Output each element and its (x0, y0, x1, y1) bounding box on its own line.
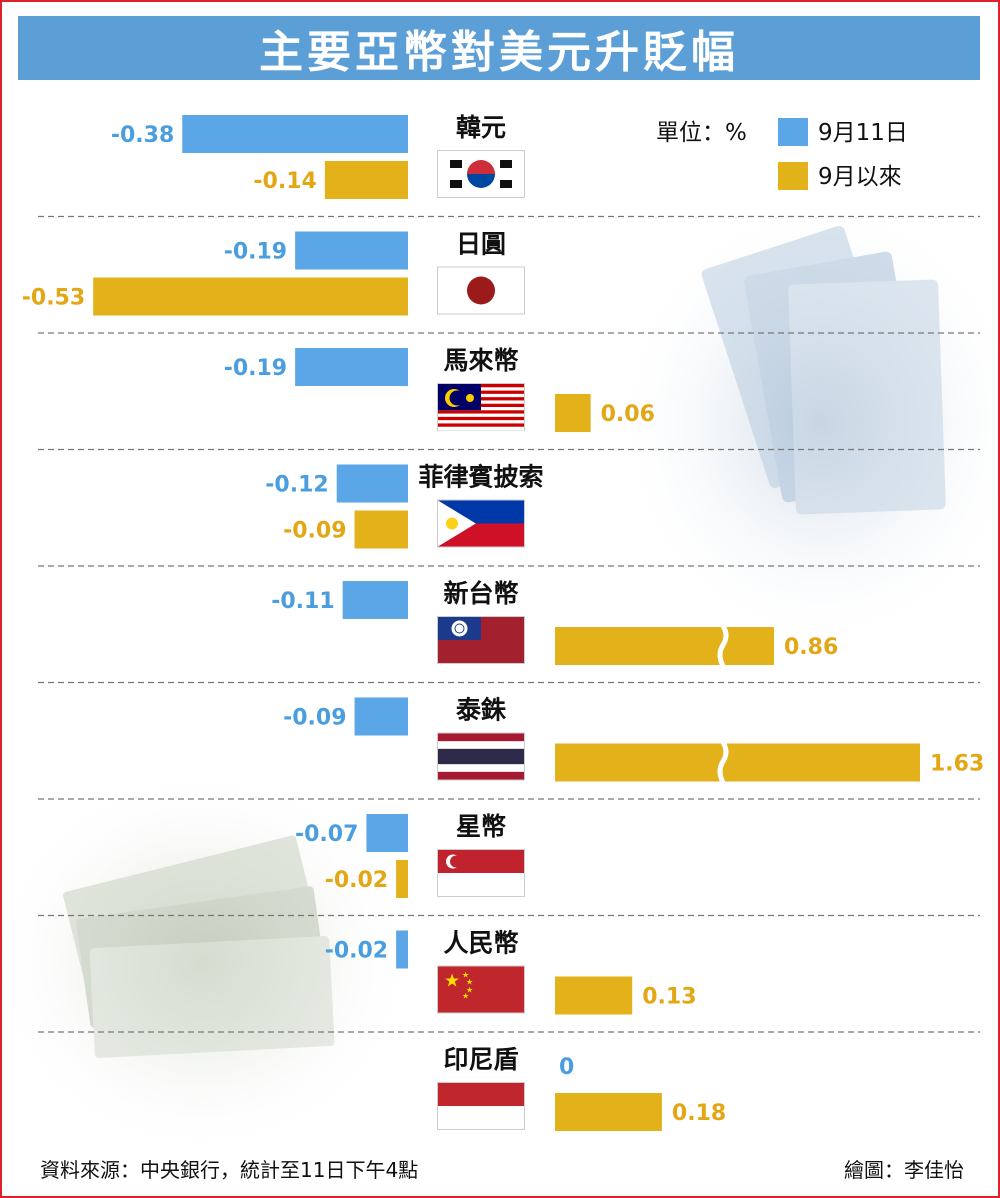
legend-swatch-series1 (778, 118, 808, 146)
bar-series2 (354, 510, 408, 549)
flags-layer: ★ ★★★★ (437, 150, 525, 1130)
title-bar: 主要亞幣對美元升貶幅 (18, 16, 980, 80)
bar-series1 (354, 697, 408, 736)
bar-series2 (555, 1093, 662, 1131)
bar-series1 (295, 348, 408, 386)
axis-break-mark (717, 624, 729, 668)
source-note: 資料來源：中央銀行，統計至11日下午4點 (40, 1158, 419, 1182)
bar-series1 (182, 115, 408, 153)
bar-series2 (555, 394, 591, 432)
china-flag-icon: ★ ★★★★ (437, 965, 525, 1014)
data-label: -0.02 (325, 868, 388, 893)
bars-layer: -0.38 -0.14 韓元 -0.19 -0.53 日圓 -0.19 0.06 馬來幣 -0.1… (22, 113, 984, 1131)
svg-text:★: ★ (466, 978, 473, 987)
svg-text:★: ★ (462, 992, 469, 1001)
philippines-flag-icon (437, 499, 525, 548)
bar-series1 (295, 231, 408, 270)
bar-series1 (336, 464, 408, 503)
dollar-photo-decoration (2, 762, 422, 1162)
legend-label-series1: 9月11日 (818, 120, 908, 146)
legend-swatch-series2 (778, 162, 808, 190)
data-label: -0.14 (253, 169, 316, 194)
data-label: -0.19 (224, 240, 287, 265)
malaysia-flag-icon (437, 383, 525, 431)
category-label: 星幣 (456, 812, 506, 841)
korea-flag-icon (437, 150, 525, 198)
data-label: -0.19 (224, 356, 287, 381)
category-label: 新台幣 (443, 579, 518, 608)
data-label: 1.63 (930, 752, 984, 777)
svg-text:★: ★ (444, 971, 460, 992)
data-label: 0.18 (672, 1101, 726, 1126)
axis-break-mark (717, 741, 729, 784)
data-label: -0.07 (295, 822, 358, 847)
chart-title: 主要亞幣對美元升貶幅 (259, 27, 739, 78)
bar-series2 (93, 277, 409, 316)
singapore-flag-icon (437, 849, 525, 897)
category-label: 日圓 (456, 230, 506, 259)
credit-note: 繪圖：李佳怡 (844, 1158, 964, 1182)
data-label: 0.06 (601, 402, 655, 427)
bar-series1 (342, 581, 408, 619)
bar-series2 (324, 161, 408, 199)
data-label: 0 (559, 1055, 574, 1080)
category-label: 印尼盾 (443, 1045, 518, 1074)
legend-label-series2: 9月以來 (818, 164, 902, 190)
category-label: 人民幣 (443, 929, 518, 958)
japan-flag-icon (437, 266, 525, 315)
bar-series1 (396, 930, 408, 969)
row-separators (38, 215, 980, 1033)
legend: 單位：% 9月11日 9月以來 (656, 118, 908, 190)
bar-series2 (555, 976, 633, 1015)
bar-series2 (555, 743, 920, 782)
data-label: 0.86 (784, 635, 838, 660)
category-label: 泰銖 (456, 696, 506, 725)
data-label: -0.53 (22, 286, 85, 311)
data-label: -0.12 (265, 473, 328, 498)
category-label: 菲律賓披索 (418, 463, 543, 492)
data-label: -0.02 (325, 939, 388, 964)
bar-series2 (396, 860, 408, 898)
taiwan-flag-icon (437, 616, 525, 664)
svg-text:★: ★ (462, 971, 469, 980)
data-label: -0.38 (111, 123, 174, 148)
svg-text:★: ★ (466, 986, 473, 995)
thailand-flag-icon (437, 732, 525, 781)
data-label: 0.13 (642, 985, 696, 1010)
category-label: 馬來幣 (443, 346, 518, 375)
bar-series1 (366, 814, 408, 852)
category-label: 韓元 (456, 113, 506, 142)
data-label: -0.11 (271, 589, 334, 614)
data-label: -0.09 (283, 519, 346, 544)
indonesia-flag-icon (437, 1082, 525, 1130)
bar-series2 (555, 627, 774, 665)
data-label: -0.09 (283, 706, 346, 731)
banknote-photo-decoration (612, 192, 998, 652)
unit-label: 單位：% (656, 120, 747, 146)
